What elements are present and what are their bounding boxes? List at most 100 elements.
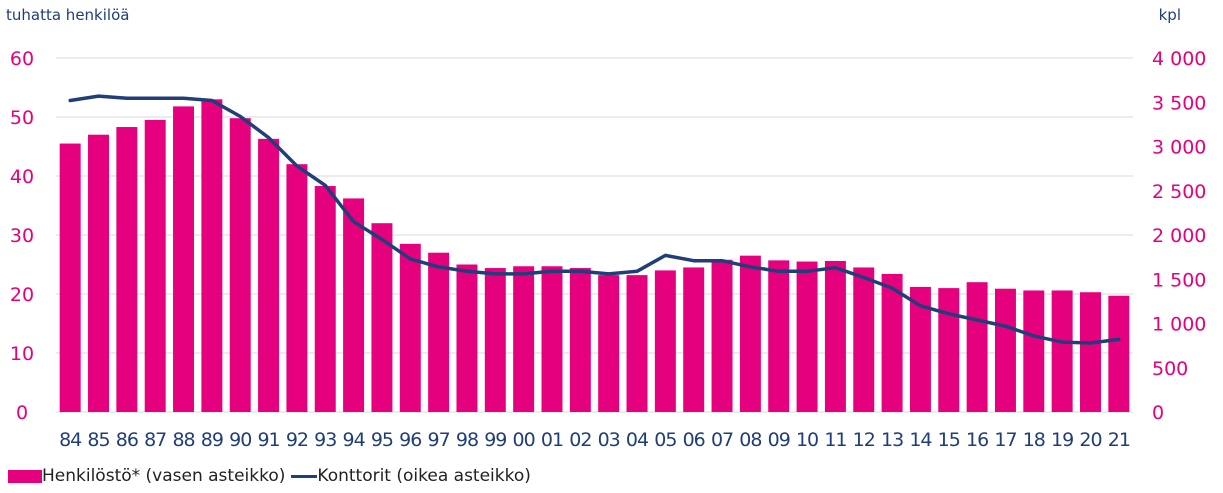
bar <box>768 260 790 412</box>
x-tick-label: 13 <box>881 429 903 451</box>
legend-bar-swatch <box>8 469 42 483</box>
x-tick-label: 86 <box>116 429 138 451</box>
bar <box>1108 295 1130 412</box>
bar <box>994 288 1016 412</box>
bar <box>456 264 478 412</box>
x-tick-label: 03 <box>598 429 620 451</box>
bar <box>654 270 676 412</box>
x-tick-label: 84 <box>59 429 82 451</box>
bar <box>88 134 109 412</box>
bar <box>796 261 818 412</box>
bar <box>1051 290 1073 412</box>
x-tick-label: 97 <box>428 429 450 451</box>
x-tick-label: 04 <box>626 429 649 451</box>
bar <box>1080 292 1101 412</box>
x-tick-label: 10 <box>796 429 818 451</box>
x-tick-label: 85 <box>87 429 109 451</box>
bar <box>739 255 761 412</box>
right-tick-label: 1 000 <box>1152 314 1206 336</box>
x-tick-label: 16 <box>966 429 988 451</box>
x-tick-label: 02 <box>569 429 591 451</box>
x-tick-label: 20 <box>1079 429 1101 451</box>
x-tick-label: 87 <box>144 429 166 451</box>
left-tick-label: 50 <box>10 107 34 129</box>
legend-label-staff: Henkilöstö* (vasen asteikko) <box>42 466 286 486</box>
x-tick-label: 91 <box>257 429 279 451</box>
left-tick-label: 60 <box>10 48 34 70</box>
x-tick-label: 17 <box>994 429 1016 451</box>
x-tick-label: 93 <box>314 429 336 451</box>
bar <box>59 143 81 413</box>
x-tick-label: 06 <box>683 429 705 451</box>
x-tick-label: 07 <box>711 429 733 451</box>
bar <box>144 119 166 412</box>
right-axis-unit-label: kpl <box>1158 6 1181 24</box>
x-tick-label: 08 <box>739 429 761 451</box>
bar <box>286 164 308 412</box>
bar <box>513 266 535 412</box>
bar <box>569 268 591 412</box>
x-tick-label: 01 <box>541 429 563 451</box>
bar <box>116 127 138 412</box>
x-tick-label: 89 <box>201 429 223 451</box>
right-tick-label: 2 000 <box>1152 225 1206 247</box>
x-tick-label: 88 <box>172 429 194 451</box>
x-tick-label: 94 <box>342 429 365 451</box>
left-tick-label: 0 <box>16 402 28 424</box>
bar <box>853 267 875 412</box>
bar <box>881 273 903 412</box>
bar <box>938 288 960 412</box>
bar <box>683 267 705 412</box>
x-tick-label: 19 <box>1051 429 1073 451</box>
bar <box>966 282 988 412</box>
bar <box>1023 290 1045 412</box>
x-tick-label: 14 <box>909 429 932 451</box>
right-tick-label: 3 500 <box>1152 92 1206 114</box>
bar <box>626 275 648 412</box>
legend: Henkilöstö* (vasen asteikko) Konttorit (… <box>8 466 531 486</box>
bar <box>371 223 393 412</box>
x-tick-label: 21 <box>1108 429 1130 451</box>
left-axis-unit-label: tuhatta henkilöä <box>6 6 130 24</box>
right-tick-label: 1 500 <box>1152 269 1206 291</box>
left-tick-label: 40 <box>10 166 34 188</box>
x-tick-label: 00 <box>513 429 535 451</box>
left-tick-label: 20 <box>10 284 34 306</box>
x-tick-label: 96 <box>399 429 421 451</box>
bar <box>541 266 563 412</box>
x-tick-label: 98 <box>456 429 478 451</box>
legend-line-swatch <box>291 474 318 478</box>
x-tick-label: 12 <box>853 429 875 451</box>
bar <box>314 186 336 412</box>
x-tick-label: 15 <box>938 429 960 451</box>
bar <box>399 243 421 412</box>
x-tick-label: 09 <box>768 429 790 451</box>
bar <box>824 260 846 412</box>
right-tick-label: 3 000 <box>1152 137 1206 159</box>
x-tick-label: 18 <box>1023 429 1045 451</box>
bar <box>428 252 450 412</box>
bar <box>711 259 733 412</box>
bar <box>201 99 223 413</box>
x-tick-label: 99 <box>484 429 506 451</box>
right-tick-label: 2 500 <box>1152 181 1206 203</box>
x-tick-label: 90 <box>229 429 251 451</box>
right-tick-label: 500 <box>1152 358 1188 380</box>
bar <box>484 268 506 412</box>
bar <box>909 286 931 412</box>
x-tick-label: 95 <box>371 429 393 451</box>
bar <box>258 138 280 412</box>
x-tick-label: 11 <box>824 429 846 451</box>
right-tick-label: 4 000 <box>1152 48 1206 70</box>
bar <box>598 275 620 412</box>
offices-line <box>68 94 1121 345</box>
bar <box>229 118 251 413</box>
x-tick-label: 92 <box>286 429 308 451</box>
left-tick-label: 30 <box>10 225 34 247</box>
left-tick-label: 10 <box>10 343 34 365</box>
bar <box>343 198 365 412</box>
bar <box>173 106 195 412</box>
x-tick-label: 05 <box>654 429 676 451</box>
legend-label-offices: Konttorit (oikea asteikko) <box>317 466 531 486</box>
